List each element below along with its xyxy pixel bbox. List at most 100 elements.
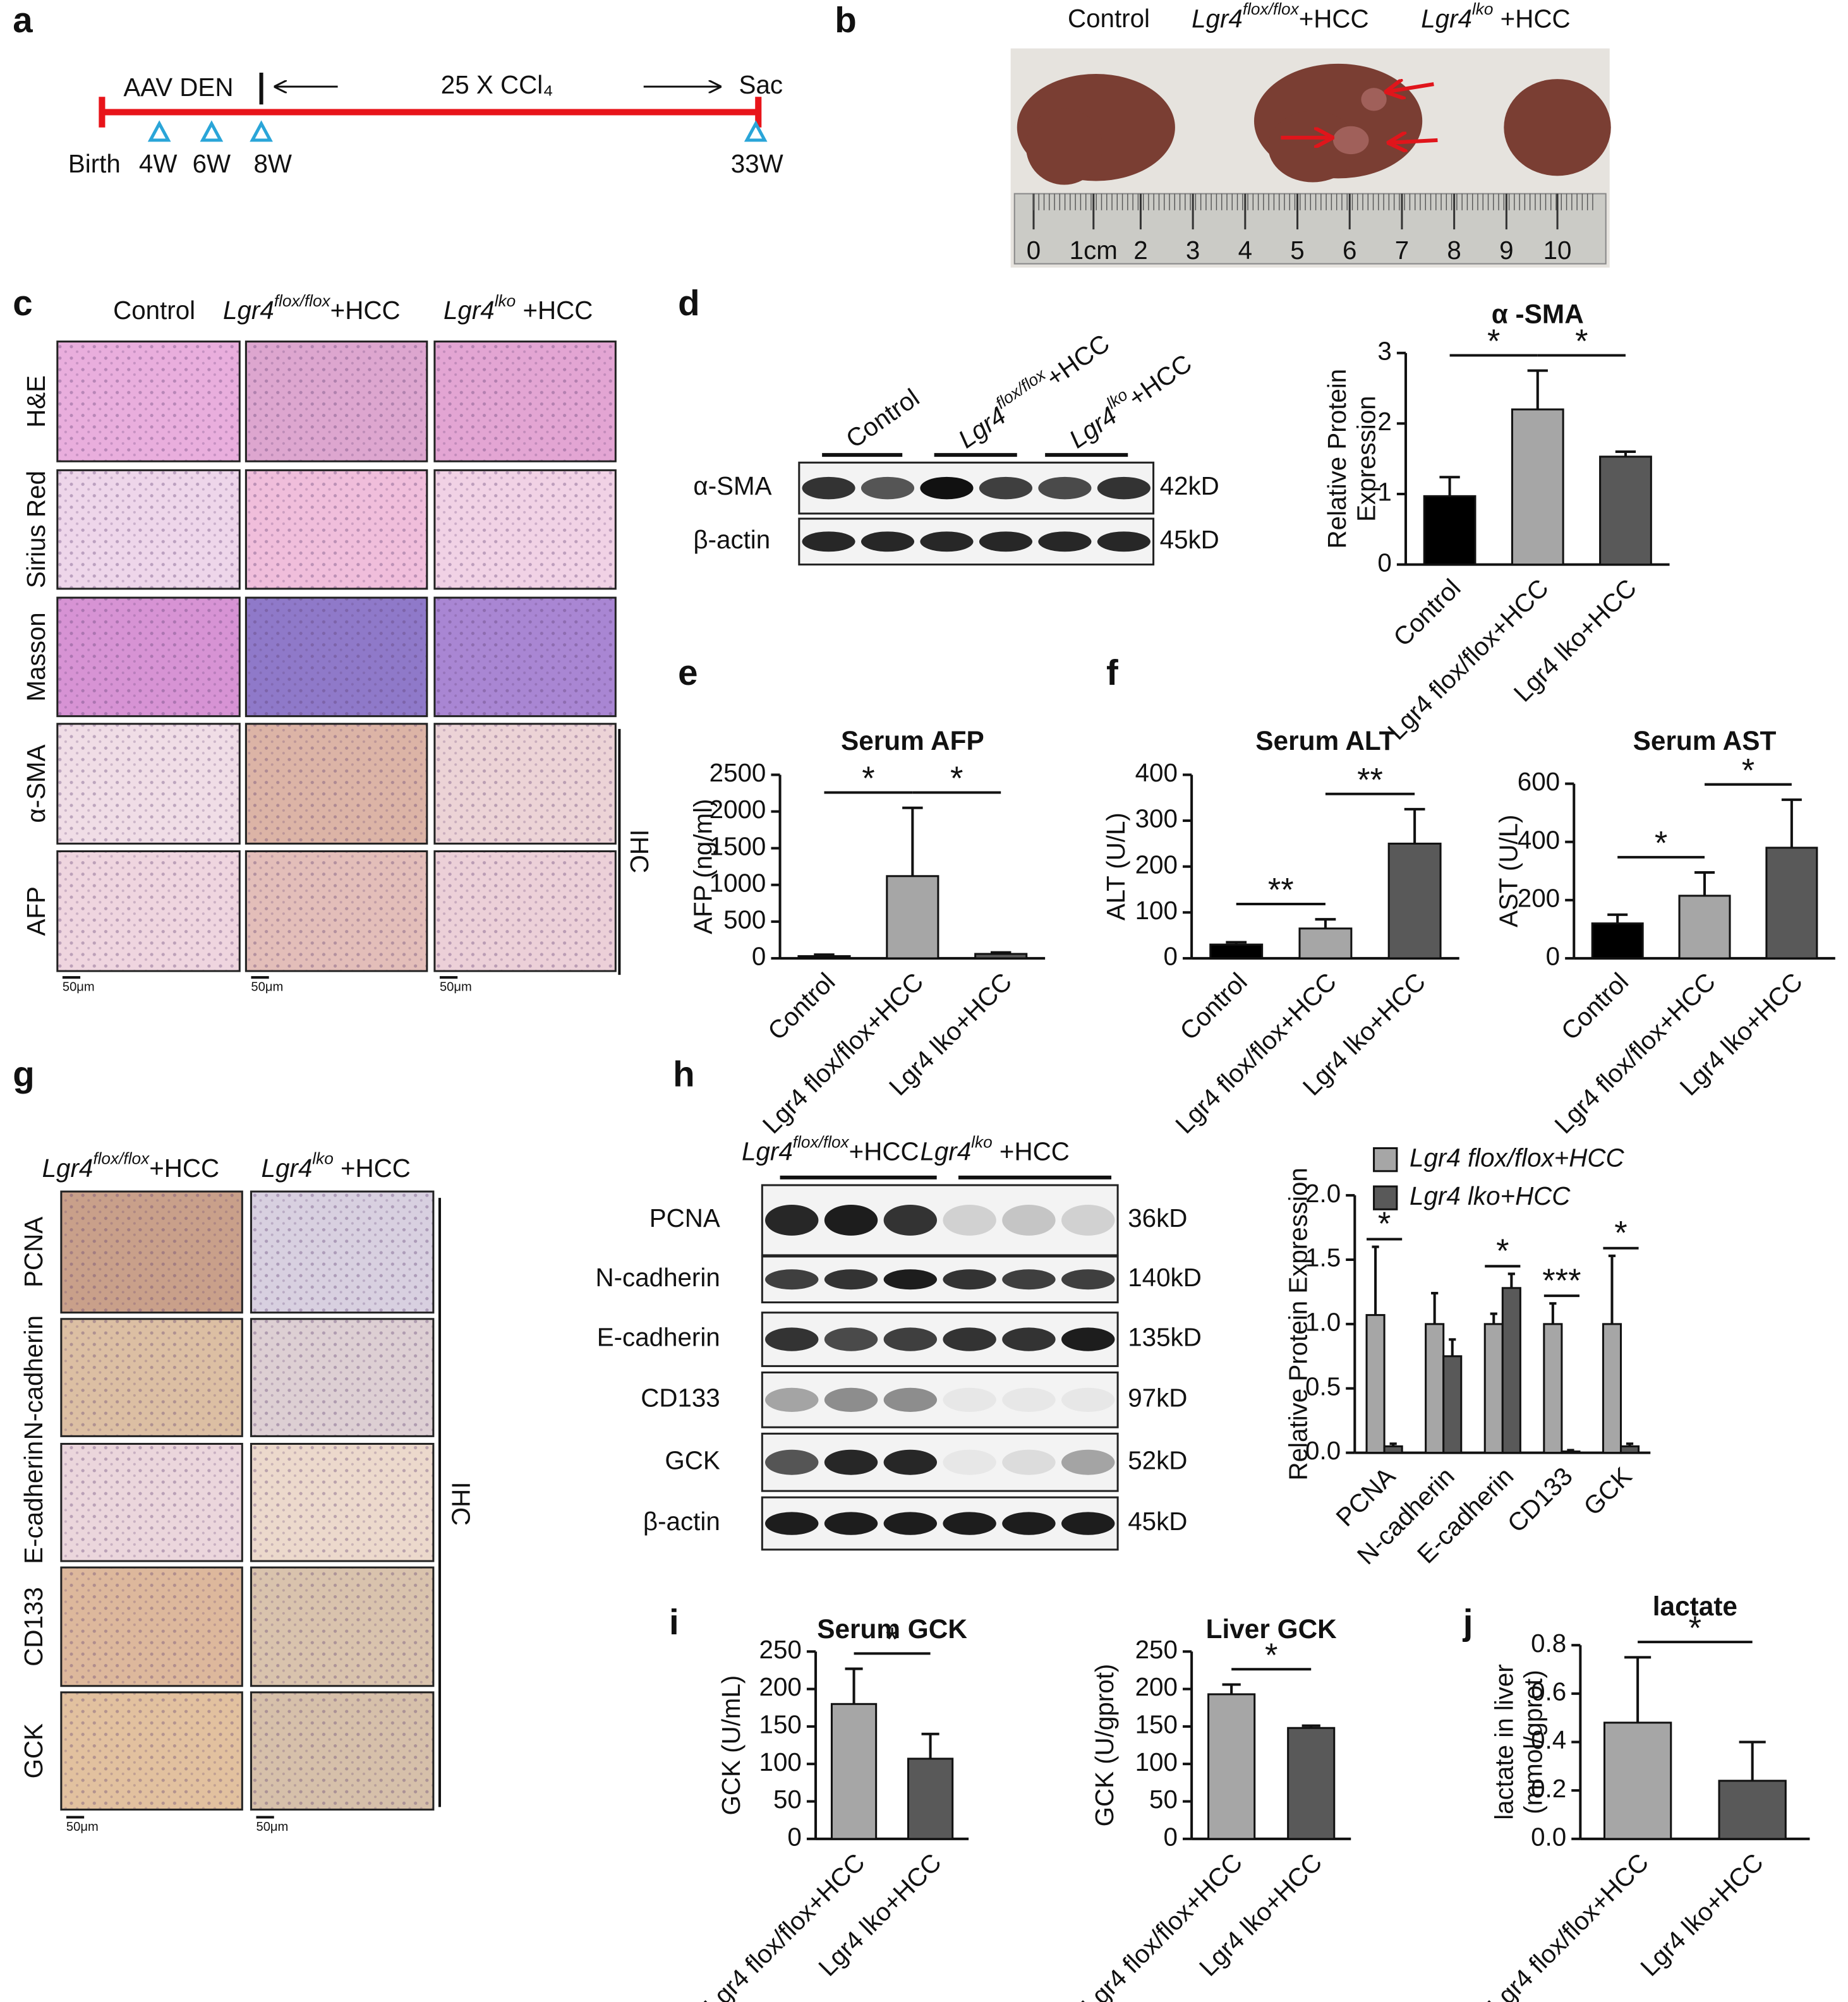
bar bbox=[1387, 842, 1442, 960]
bar bbox=[1383, 1445, 1403, 1454]
y-axis-label-line: AST (U/L) bbox=[1494, 814, 1523, 927]
blot-band bbox=[883, 1512, 938, 1535]
y-tick-label: 100 bbox=[1135, 896, 1178, 925]
y-tick-label: 0 bbox=[1546, 942, 1560, 971]
blot-band bbox=[1061, 1327, 1115, 1351]
ruler-label: 4 bbox=[1238, 236, 1252, 265]
blot-band bbox=[1002, 1269, 1056, 1290]
y-tick-label: 1500 bbox=[710, 831, 766, 860]
error-bar bbox=[1226, 941, 1247, 945]
ruler-label: 9 bbox=[1499, 236, 1513, 265]
blot-band bbox=[1061, 1205, 1115, 1236]
bar bbox=[1678, 895, 1731, 960]
error-bar bbox=[1301, 1724, 1320, 1728]
significance-label: * bbox=[1575, 323, 1588, 360]
y-tick-label: 200 bbox=[1135, 850, 1178, 879]
significance-label: * bbox=[1614, 1215, 1627, 1251]
row-label: PCNA bbox=[19, 1217, 48, 1287]
group-label: Lgr4lko +HCC bbox=[920, 1132, 1069, 1166]
y-tick-label: 500 bbox=[723, 905, 766, 934]
blot-band bbox=[883, 1269, 938, 1290]
y-tick-label: 0.8 bbox=[1531, 1629, 1566, 1658]
blot-band bbox=[979, 531, 1032, 552]
chart-title: Liver GCK bbox=[1206, 1614, 1338, 1644]
blot-strip bbox=[761, 1496, 1119, 1551]
blot-band bbox=[883, 1327, 938, 1351]
y-tick-label: 0.6 bbox=[1531, 1677, 1566, 1706]
timepoint: 8W bbox=[253, 149, 292, 178]
gene: Lgr4 bbox=[262, 1153, 313, 1182]
error-bar bbox=[1624, 1656, 1652, 1723]
blot-band bbox=[765, 1269, 819, 1290]
genotype: flox/flox bbox=[93, 1149, 150, 1168]
error-bar bbox=[1781, 798, 1802, 848]
y-tick-label: 200 bbox=[759, 1672, 802, 1701]
blot-row-label: PCNA bbox=[649, 1203, 720, 1233]
significance-label: * bbox=[950, 761, 963, 797]
scale-label: 50μm bbox=[63, 980, 95, 994]
bar bbox=[907, 1758, 954, 1840]
legend-label: Lgr4 lko+HCC bbox=[1410, 1181, 1571, 1210]
y-tick-label: 2500 bbox=[710, 758, 766, 787]
timepoint: 4W bbox=[139, 149, 178, 178]
y-tick-label: 0.0 bbox=[1305, 1436, 1341, 1465]
y-tick-label: 600 bbox=[1518, 767, 1560, 796]
blot-band bbox=[920, 476, 974, 500]
blot-band bbox=[824, 1449, 878, 1475]
blot-band bbox=[824, 1205, 878, 1236]
bar bbox=[974, 953, 1028, 960]
blot-size-label: 45kD bbox=[1128, 1507, 1187, 1536]
genotype: flox/flox bbox=[793, 1132, 850, 1151]
significance-label: * bbox=[1378, 1206, 1391, 1243]
blot-band bbox=[1097, 531, 1150, 552]
row-label: E-cadherin bbox=[19, 1441, 48, 1564]
histology-texture bbox=[433, 723, 617, 845]
label: Sac bbox=[739, 70, 783, 99]
histology-texture bbox=[60, 1566, 243, 1687]
blot-band bbox=[1061, 1512, 1115, 1535]
group-label: Lgr4flox/flox+HCC bbox=[1192, 0, 1369, 33]
row-label: Masson bbox=[21, 612, 51, 701]
significance-label: * bbox=[886, 1622, 898, 1658]
blot-band bbox=[824, 1512, 878, 1535]
significance-label: * bbox=[1487, 323, 1500, 360]
blot-band bbox=[861, 476, 915, 500]
y-axis-label-line: Relative Protein bbox=[1322, 369, 1351, 549]
error-bar bbox=[1449, 1338, 1456, 1356]
label: Birth bbox=[68, 149, 121, 178]
panel-letter: g bbox=[13, 1054, 35, 1094]
bar bbox=[1423, 495, 1477, 566]
blot-band bbox=[861, 531, 915, 552]
error-bar bbox=[814, 953, 835, 956]
y-tick-label: 150 bbox=[759, 1710, 802, 1739]
blot-band bbox=[1061, 1269, 1115, 1290]
histology-texture bbox=[250, 1442, 435, 1562]
blot-band bbox=[765, 1512, 819, 1535]
significance-label: ** bbox=[1268, 872, 1294, 909]
histology-texture bbox=[56, 723, 241, 845]
y-tick-label: 400 bbox=[1135, 758, 1178, 787]
blot-size-label: 36kD bbox=[1128, 1203, 1187, 1233]
gene: Lgr4 bbox=[42, 1153, 94, 1182]
bar bbox=[1511, 408, 1564, 566]
histology-texture bbox=[250, 1318, 435, 1437]
blot-row-label: CD133 bbox=[641, 1384, 720, 1413]
legend-swatch bbox=[1373, 1185, 1398, 1210]
bar bbox=[1501, 1287, 1521, 1454]
y-tick-label: 0.0 bbox=[1531, 1822, 1566, 1851]
blot-band bbox=[883, 1449, 938, 1475]
method-label: IHC bbox=[625, 829, 654, 873]
group-label: Lgr4lko +HCC bbox=[262, 1149, 411, 1183]
chart-title: α -SMA bbox=[1492, 299, 1584, 329]
error-bar bbox=[1694, 871, 1715, 896]
bar bbox=[1365, 1314, 1386, 1454]
suffix: +HCC bbox=[1299, 4, 1369, 33]
error-bar bbox=[921, 1732, 939, 1759]
row-label: N-cadherin bbox=[19, 1315, 48, 1440]
row-label: α-SMA bbox=[21, 744, 51, 823]
y-axis-label: Relative Protein Expression bbox=[1283, 1167, 1312, 1480]
bar bbox=[830, 1703, 878, 1840]
suffix: +HCC bbox=[516, 296, 593, 325]
y-axis-label-line: Relative Protein Expression bbox=[1283, 1167, 1312, 1480]
